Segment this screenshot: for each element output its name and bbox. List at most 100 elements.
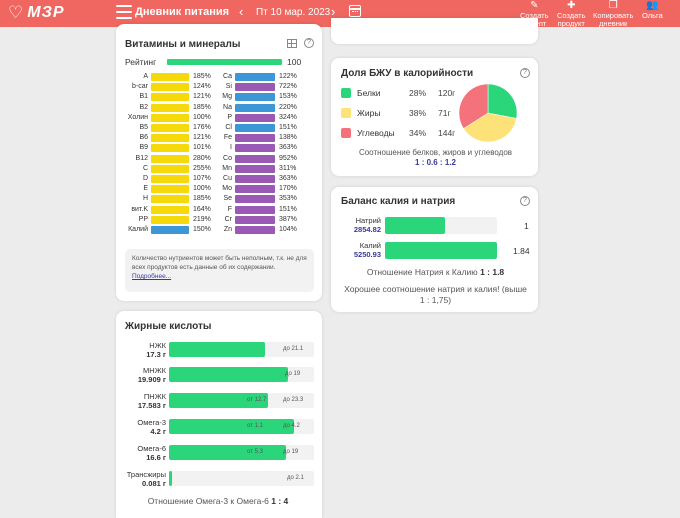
- nutrient-name: Холин: [127, 113, 148, 121]
- nutrient-percent: 138%: [279, 134, 297, 142]
- nutrient-name: Mo: [222, 185, 232, 193]
- current-date[interactable]: Пт 10 мар. 2023: [256, 7, 331, 18]
- nutrient-percent: 219%: [193, 215, 211, 223]
- nutrient-percent: 124%: [193, 83, 211, 91]
- nutrient-name: E: [143, 185, 148, 193]
- nutrient-percent: 151%: [279, 124, 297, 131]
- nutrient-bar: [151, 215, 189, 224]
- max-norm-label: до 21.1: [283, 346, 304, 352]
- macro-row: Углеводы 34% 144г: [341, 127, 456, 139]
- nutrient-bar: [235, 144, 275, 153]
- nutrient-percent: 220%: [279, 103, 297, 111]
- copy-diary-button[interactable]: ❐ Копировать дневник: [593, 0, 634, 28]
- nutrient-name: C: [142, 164, 148, 172]
- fatty-acid-value: 19.909 г: [137, 375, 166, 384]
- prev-day-chevron-icon[interactable]: ‹: [239, 4, 244, 19]
- pie-slice-2: [458, 83, 489, 129]
- fatty-acid-bar-fill: [169, 419, 294, 434]
- right-row: F 151%: [206, 205, 306, 215]
- left-row: Калий 150%: [112, 225, 212, 235]
- nutrient-name: B5: [139, 124, 148, 131]
- table-view-icon[interactable]: [287, 39, 297, 48]
- fatty-acid-bar-fill: [169, 367, 288, 382]
- nutrient-bar: [151, 144, 189, 153]
- fatty-acid-bar-fill: [169, 393, 268, 408]
- nutrient-percent: 101%: [193, 144, 211, 152]
- nutrient-percent: 104%: [279, 226, 297, 233]
- nutrient-bar: [235, 83, 275, 92]
- nutrient-percent: 150%: [193, 226, 211, 233]
- next-day-chevron-icon[interactable]: ›: [331, 4, 336, 19]
- nutrient-bar: [151, 205, 189, 214]
- potassium-value: 5250.93: [353, 250, 381, 259]
- left-row: E 100%: [112, 184, 212, 194]
- nutrient-percent: 170%: [279, 185, 297, 193]
- max-norm-label: до 23.3: [283, 397, 304, 403]
- nutrient-percent: 100%: [193, 113, 211, 121]
- macro-color-swatch: [341, 128, 351, 138]
- fatty-acid-label: Омега-6 16.6 г: [137, 444, 166, 462]
- nutrient-bar: [235, 103, 275, 112]
- previous-card: [331, 18, 538, 44]
- omega-ratio: Отношение Омега-3 к Омега-6 1 : 4: [147, 496, 289, 506]
- nutrient-percent: 151%: [279, 205, 297, 213]
- nutrient-bar: [235, 124, 275, 132]
- right-row: P 324%: [206, 113, 306, 123]
- more-link[interactable]: Подробнее...: [132, 273, 172, 280]
- nutrient-name: A: [143, 73, 148, 80]
- fatty-acid-bar-fill: [169, 342, 265, 357]
- pie-slice-0: [487, 83, 518, 119]
- fatty-acids-title: Жирные кислоты: [125, 321, 212, 332]
- macros-ratio-value: 1 : 0.6 : 1.2: [415, 158, 456, 167]
- help-icon[interactable]: ?: [520, 196, 530, 206]
- left-row: B2 185%: [112, 103, 212, 113]
- help-icon[interactable]: ?: [304, 38, 314, 48]
- macros-ratio: Соотношение белков, жиров и углеводов 1 …: [358, 148, 513, 167]
- nutrient-percent: 164%: [193, 205, 211, 213]
- fatty-acid-label: МНЖК 19.909 г: [137, 366, 166, 384]
- macro-grams: 144г: [438, 128, 456, 138]
- nutrient-bar: [235, 226, 275, 234]
- nutrient-name: Se: [223, 195, 232, 203]
- help-icon[interactable]: ?: [520, 68, 530, 78]
- right-row: Zn 104%: [206, 225, 306, 235]
- copy-icon: ❐: [608, 0, 618, 11]
- nutrient-percent: 100%: [193, 185, 211, 193]
- left-row: B9 101%: [112, 143, 212, 153]
- nutrient-percent: 353%: [279, 195, 297, 203]
- rating-label: Рейтинг: [125, 57, 157, 67]
- fatty-acid-value: 16.6 г: [146, 453, 166, 462]
- nutrient-percent: 387%: [279, 215, 297, 223]
- right-row: I 363%: [206, 143, 306, 153]
- fatty-acid-bar-track: от 5.3 до 19: [169, 445, 314, 460]
- nutrient-name: Fe: [223, 134, 232, 142]
- calendar-icon[interactable]: [349, 5, 361, 17]
- left-row: B1 121%: [112, 92, 212, 102]
- hamburger-menu-icon[interactable]: [116, 5, 132, 19]
- nutrient-name: вит.K: [131, 205, 148, 213]
- nutrient-bar: [235, 154, 275, 163]
- logo[interactable]: ♡ МЗР: [8, 3, 65, 23]
- nutrient-bar: [151, 226, 189, 234]
- macro-color-swatch: [341, 108, 351, 118]
- nutrient-percent: 185%: [193, 103, 211, 111]
- balance-comment: Хорошее соотношение натрия и калия! (выш…: [344, 284, 527, 305]
- fatty-acid-bar-track: до 2.1: [169, 471, 314, 486]
- left-row: B5 176%: [112, 123, 212, 133]
- recipe-icon: ✎: [530, 0, 539, 11]
- page-title: Дневник питания: [135, 6, 230, 18]
- nutrient-name: Zn: [223, 226, 232, 233]
- nutrient-percent: 185%: [193, 73, 211, 80]
- nutrient-percent: 185%: [193, 195, 211, 203]
- potassium-sodium-title: Баланс калия и натрия: [341, 196, 456, 207]
- user-profile-button[interactable]: 👥 Ольга: [642, 0, 663, 20]
- nutrient-bar: [235, 164, 275, 173]
- nutrient-percent: 107%: [193, 175, 211, 182]
- left-row: H 185%: [112, 194, 212, 204]
- nutrient-percent: 363%: [279, 175, 297, 182]
- nutrient-name: Cu: [223, 175, 232, 182]
- nutrient-bar: [235, 93, 275, 102]
- fatty-acid-label: НЖК 17.3 г: [146, 341, 166, 359]
- nutrient-name: B6: [139, 134, 148, 142]
- create-product-button[interactable]: ✚ Создать продукт: [557, 0, 586, 28]
